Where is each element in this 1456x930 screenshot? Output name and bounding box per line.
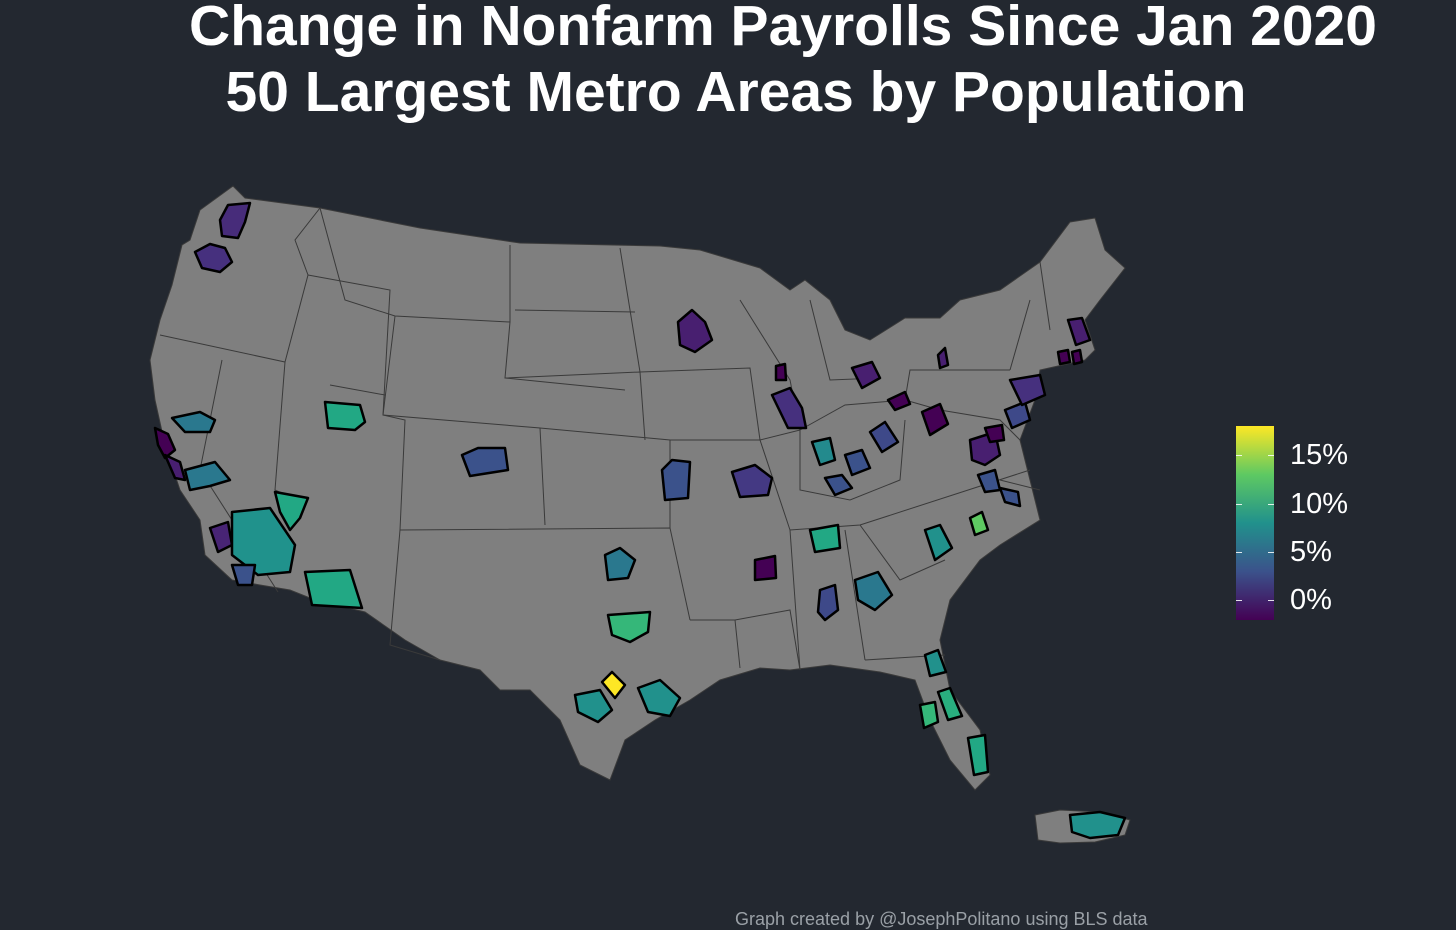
us-land-mass (149, 185, 1126, 791)
metro-phoenix (303, 568, 364, 610)
chart-title: Change in Nonfarm Payrolls Since Jan 202… (189, 0, 1377, 58)
metro-charlotte (923, 523, 954, 562)
metro-oklahoma-city (603, 546, 637, 582)
metro-areas (153, 201, 1127, 840)
source-caption: Graph created by @JosephPolitano using B… (735, 909, 1148, 929)
metro-portland (193, 242, 234, 274)
metro-new-york (1008, 373, 1047, 407)
metro-denver (460, 446, 510, 478)
color-legend: 15% 10% 5% 0% (1236, 426, 1436, 626)
metro-orlando (936, 686, 964, 722)
metro-raleigh (968, 510, 990, 537)
metro-dallas (606, 610, 652, 644)
metro-san-juan (1068, 810, 1127, 840)
metro-chicago (770, 386, 808, 430)
metro-philadelphia (1003, 400, 1032, 430)
legend-label-0: 0% (1290, 584, 1332, 616)
metro-kansas-city (660, 458, 692, 502)
metro-providence (1070, 348, 1084, 366)
metro-tampa (918, 700, 940, 730)
metro-san-antonio (573, 688, 614, 724)
metro-jacksonville (923, 648, 948, 678)
legend-colorbar (1236, 426, 1274, 620)
metro-richmond (976, 468, 1002, 494)
metro-san-diego (230, 563, 257, 587)
metro-minneapolis (676, 308, 714, 354)
metro-cleveland (886, 390, 912, 412)
metro-san-francisco (153, 426, 177, 460)
metro-miami (966, 733, 990, 777)
metro-nashville (808, 523, 842, 554)
metro-detroit (850, 360, 882, 390)
metro-st-louis (730, 463, 774, 499)
metro-virginia-beach (998, 486, 1022, 508)
metro-houston (636, 678, 682, 718)
metro-columbus (868, 420, 900, 454)
metro-seattle (218, 201, 252, 240)
metro-cincinnati (843, 448, 872, 477)
metro-sacramento (170, 410, 217, 434)
metro-pittsburgh (920, 402, 950, 437)
metro-louisville (823, 473, 854, 497)
metro-hartford (1056, 348, 1072, 366)
metro-fresno (183, 460, 232, 492)
metro-milwaukee (774, 362, 788, 382)
metro-riverside (230, 506, 297, 577)
metro-austin (600, 670, 627, 700)
metro-buffalo (936, 346, 950, 370)
legend-label-15: 15% (1290, 439, 1349, 471)
metro-atlanta (853, 570, 894, 612)
legend-label-5: 5% (1290, 536, 1332, 568)
metro-indianapolis (810, 436, 837, 467)
metro-birmingham (816, 583, 840, 622)
metro-memphis (753, 554, 778, 582)
metro-boston (1066, 316, 1092, 347)
metro-baltimore (983, 423, 1006, 444)
legend-label-10: 10% (1290, 488, 1349, 520)
chart-subtitle: 50 Largest Metro Areas by Population (225, 60, 1247, 124)
metro-salt-lake-city (323, 400, 367, 432)
metro-las-vegas (273, 490, 310, 532)
metro-san-jose (163, 453, 187, 482)
